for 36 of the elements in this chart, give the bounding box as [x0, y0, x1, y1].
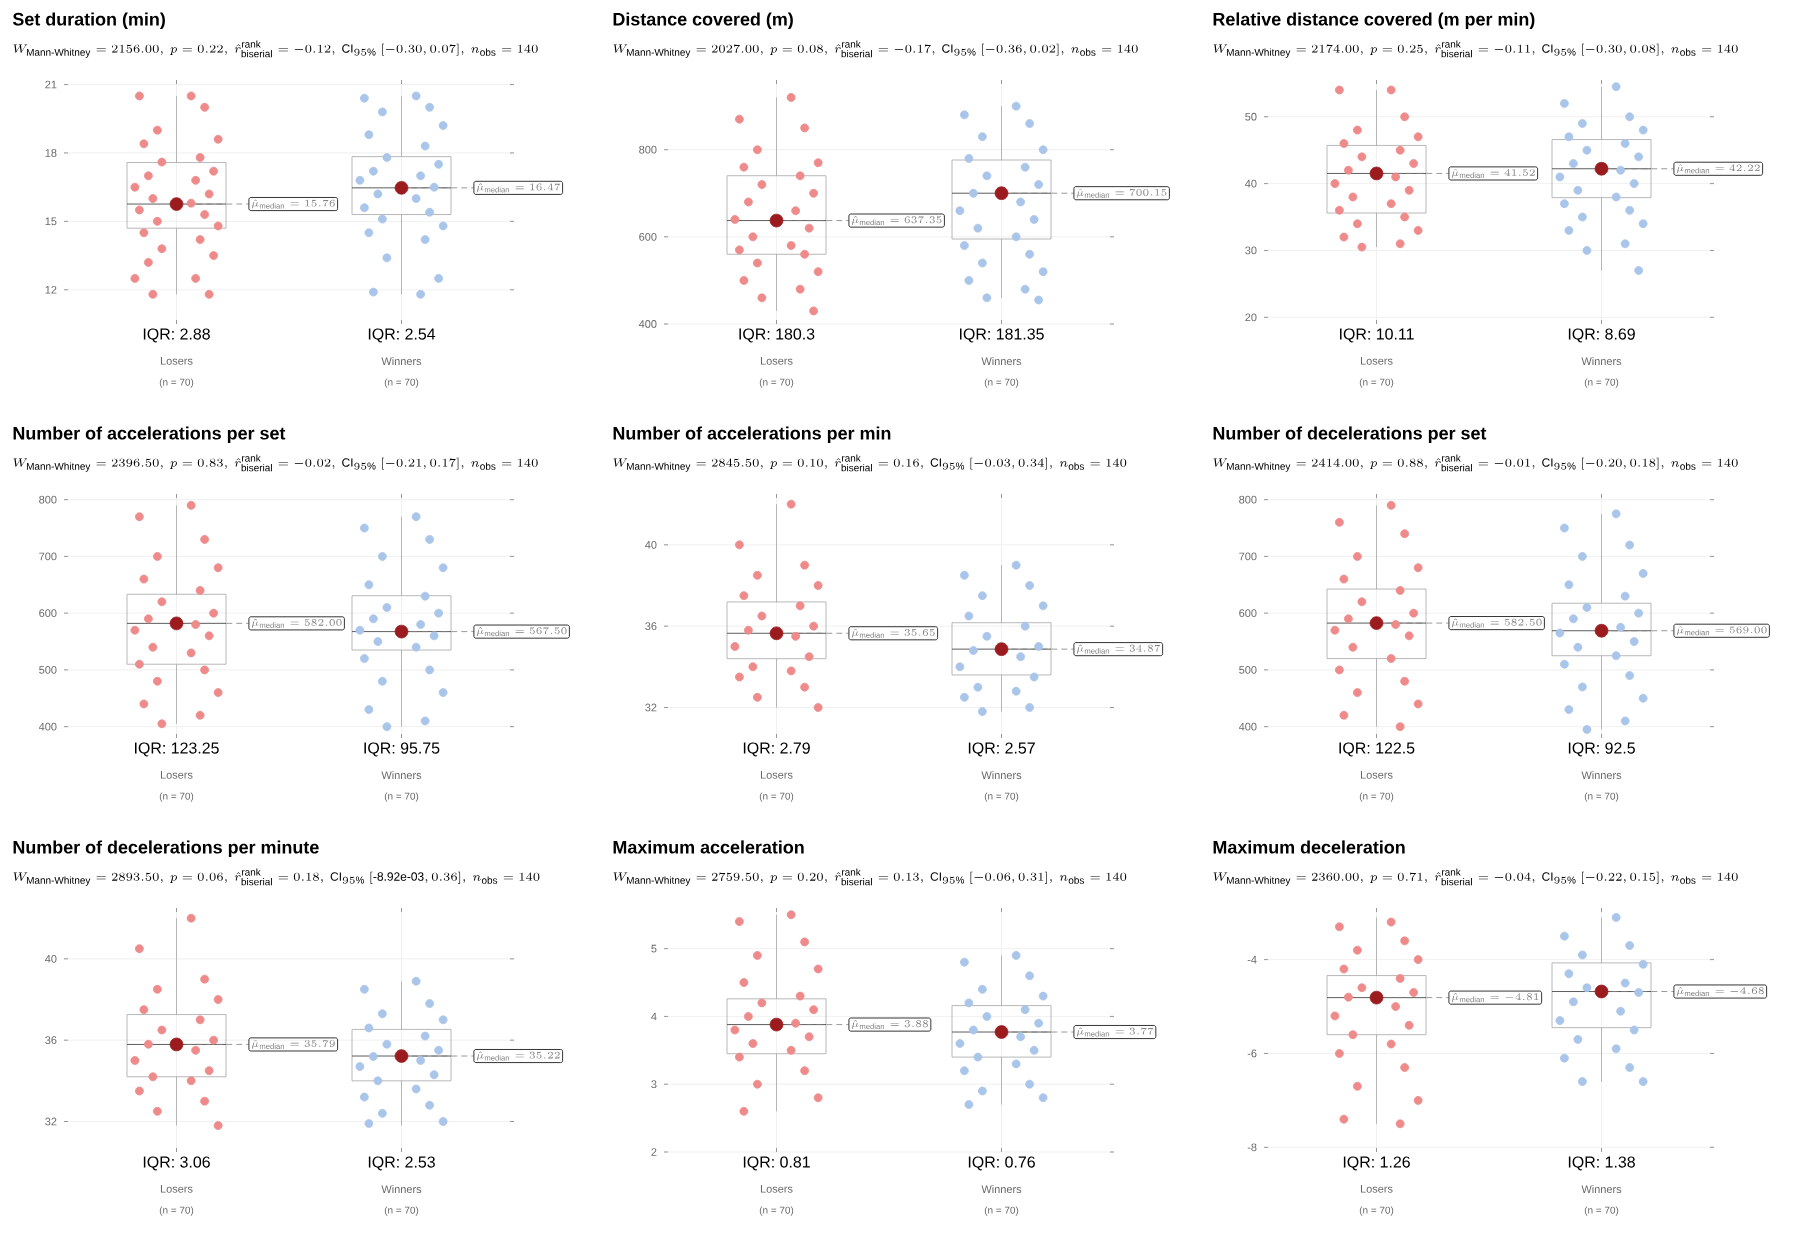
chart-subtitle: $W_{\text{Mann-Whitney}} = 2759.50,\ p = 0.20,\ \hat{r}^{\text{rank}}_{\text{biserial}} = 0.13,\ \text{CI}_{95\%}\ [-0.06, 0.31],\ n_{\text{obs}} = 140$ [613, 868, 1127, 886]
chart-subtitle: $W_{\text{Mann-Whitney}} = 2360.00,\ p = 0.71,\ \hat{r}^{\text{rank}}_{\text{biserial}} = -0.04,\ \text{CI}_{95\%}\ [-0.22, 0.15],\ n_{\text{obs}} = 140$ [1213, 868, 1738, 886]
annotation: $\hat{\mu}_{\text{median}} = 582.50$ [1451, 618, 1542, 628]
annotation: $\hat{\mu}_{\text{median}} = 15.76$ [251, 199, 335, 209]
annotation: $\hat{\mu}_{\text{median}} = 567.50$ [476, 627, 567, 637]
annotation: $\hat{\mu}_{\text{median}} = 35.79$ [251, 1039, 335, 1049]
annotation: $\hat{\mu}_{\text{median}} = 3.88$ [851, 1020, 929, 1030]
chart-subtitle: $W_{\text{Mann-Whitney}} = 2893.50,\ p = 0.06,\ \hat{r}^{\text{rank}}_{\text{biserial}} = 0.18,\ \text{CI}_{95\%}\ [\text{-8.92e-03}, 0.36],\ n_{\text{obs}} = 140$ [13, 868, 540, 886]
chart-title: Distance covered (m) [613, 12, 793, 30]
chart-subtitle: $W_{\text{Mann-Whitney}} = 2845.50,\ p = 0.10,\ \hat{r}^{\text{rank}}_{\text{biserial}} = 0.16,\ \text{CI}_{95\%}\ [-0.03, 0.34],\ n_{\text{obs}} = 140$ [613, 454, 1127, 472]
annotation: $\hat{\mu}_{\text{median}} = 35.22$ [476, 1051, 560, 1061]
chart-title: Maximum acceleration [613, 840, 804, 854]
annotation: $\hat{\mu}_{\text{median}} = 700.15$ [1076, 188, 1167, 198]
annotation: $\hat{\mu}_{\text{median}} = -4.81$ [1451, 993, 1539, 1003]
annotation: $\hat{\mu}_{\text{median}} = 41.52$ [1451, 168, 1535, 178]
annotation: $\hat{\mu}_{\text{median}} = 582.00$ [251, 618, 342, 628]
annotation: $\hat{\mu}_{\text{median}} = 35.65$ [851, 628, 935, 638]
chart-title: Number of accelerations per min [613, 426, 891, 444]
annotation: $\hat{\mu}_{\text{median}} = 16.47$ [476, 183, 561, 193]
annotation: $\hat{\mu}_{\text{median}} = 42.22$ [1676, 164, 1760, 174]
annotation: $\hat{\mu}_{\text{median}} = 569.00$ [1676, 626, 1767, 636]
chart-title: Number of decelerations per set [1213, 426, 1487, 444]
chart-subtitle: $W_{\text{Mann-Whitney}} = 2027.00,\ p = 0.08,\ \hat{r}^{\text{rank}}_{\text{biserial}} = -0.17,\ \text{CI}_{95\%}\ [-0.36, 0.02],\ n_{\text{obs}} = 140$ [613, 40, 1138, 58]
annotation: $\hat{\mu}_{\text{median}} = 637.35$ [851, 216, 942, 226]
annotation: $\hat{\mu}_{\text{median}} = 3.77$ [1076, 1027, 1154, 1037]
chart-subtitle: $W_{\text{Mann-Whitney}} = 2414.00,\ p = 0.88,\ \hat{r}^{\text{rank}}_{\text{biserial}} = -0.01,\ \text{CI}_{95\%}\ [-0.20, 0.18],\ n_{\text{obs}} = 140$ [1213, 454, 1738, 472]
chart-subtitle: $W_{\text{Mann-Whitney}} = 2174.00,\ p = 0.25,\ \hat{r}^{\text{rank}}_{\text{biserial}} = -0.11,\ \text{CI}_{95\%}\ [-0.30, 0.08],\ n_{\text{obs}} = 140$ [1213, 40, 1738, 58]
chart-subtitle: $W_{\text{Mann-Whitney}} = 2156.00,\ p = 0.22,\ \hat{r}^{\text{rank}}_{\text{biserial}} = -0.12,\ \text{CI}_{95\%}\ [-0.30, 0.07],\ n_{\text{obs}} = 140$ [13, 40, 538, 58]
chart-title: Number of accelerations per set [13, 426, 286, 444]
chart-subtitle: $W_{\text{Mann-Whitney}} = 2396.50,\ p = 0.83,\ \hat{r}^{\text{rank}}_{\text{biserial}} = -0.02,\ \text{CI}_{95\%}\ [-0.21, 0.17],\ n_{\text{obs}} = 140$ [13, 454, 538, 472]
chart-title: Relative distance covered (m per min) [1213, 12, 1535, 30]
chart-title: Set duration (min) [12, 12, 165, 30]
chart-title: Number of decelerations per minute [13, 840, 319, 858]
chart-title: Maximum deceleration [1213, 840, 1405, 854]
annotation: $\hat{\mu}_{\text{median}} = -4.68$ [1676, 986, 1764, 997]
annotation: $\hat{\mu}_{\text{median}} = 34.87$ [1076, 644, 1161, 654]
